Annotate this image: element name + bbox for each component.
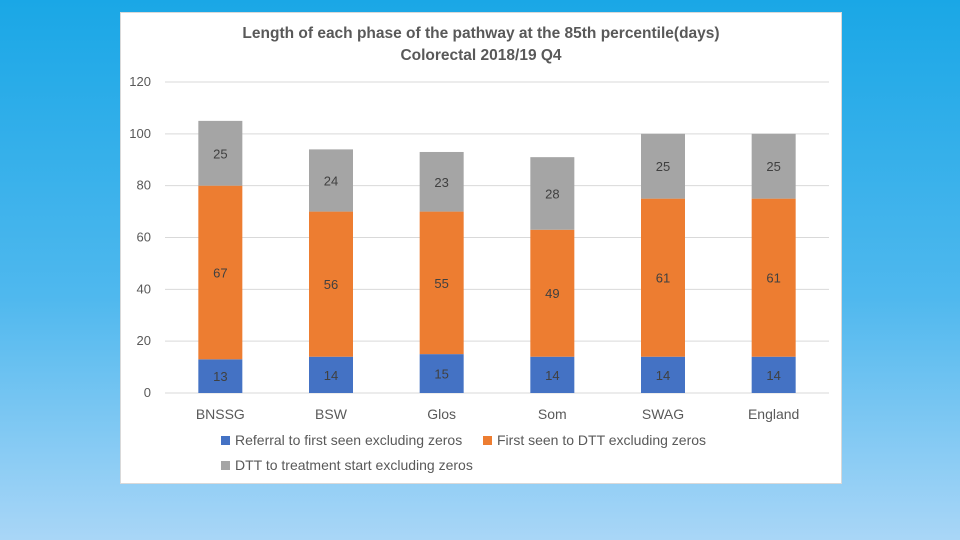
chart-subtitle: Colorectal 2018/19 Q4 bbox=[400, 47, 562, 64]
y-tick-label-40: 40 bbox=[137, 281, 151, 296]
bar-bnssg-series-0 bbox=[198, 359, 243, 393]
y-tick-label-80: 80 bbox=[137, 178, 151, 193]
data-label-england-series-0: 14 bbox=[766, 368, 780, 383]
data-label-england-series-1: 61 bbox=[766, 271, 780, 286]
x-tick-label-swag: SWAG bbox=[642, 406, 684, 422]
y-tick-label-0: 0 bbox=[144, 385, 151, 400]
data-label-glos-series-2: 23 bbox=[434, 175, 448, 190]
data-label-swag-series-2: 25 bbox=[656, 159, 670, 174]
bar-bsw-series-0 bbox=[309, 356, 353, 393]
x-tick-label-glos: Glos bbox=[427, 406, 456, 422]
bar-england-series-0 bbox=[751, 356, 796, 393]
legend-label-referral: Referral to first seen excluding zeros bbox=[235, 432, 463, 448]
legend-item-dtt: DTT to treatment start excluding zeros bbox=[221, 457, 473, 473]
y-tick-label-60: 60 bbox=[137, 230, 151, 245]
x-tick-label-som: Som bbox=[538, 406, 567, 422]
legend-item-referral: Referral to first seen excluding zeros bbox=[221, 432, 462, 448]
data-label-glos-series-1: 55 bbox=[434, 276, 448, 291]
legend-item-first-seen: First seen to DTT excluding zeros bbox=[483, 432, 706, 448]
chart-card: Length of each phase of the pathway at t… bbox=[120, 12, 842, 484]
bar-glos-series-0 bbox=[419, 354, 464, 393]
bar-som-series-2 bbox=[530, 157, 575, 230]
y-tick-label-100: 100 bbox=[129, 126, 151, 141]
y-tick-label-20: 20 bbox=[137, 333, 151, 348]
data-label-som-series-1: 49 bbox=[545, 286, 559, 301]
data-label-som-series-0: 14 bbox=[545, 368, 559, 383]
y-tick-label-120: 120 bbox=[129, 74, 151, 89]
bar-bsw-series-1 bbox=[309, 211, 353, 357]
data-label-bnssg-series-0: 13 bbox=[213, 369, 227, 384]
data-label-bsw-series-2: 24 bbox=[324, 173, 338, 188]
legend-swatch-referral bbox=[221, 435, 230, 445]
data-label-bsw-series-1: 56 bbox=[324, 277, 338, 292]
bar-england-series-2 bbox=[751, 133, 796, 199]
x-tick-label-bnssg: BNSSG bbox=[196, 406, 245, 422]
data-label-glos-series-0: 15 bbox=[434, 367, 448, 382]
bar-england-series-1 bbox=[751, 198, 796, 357]
data-label-swag-series-1: 61 bbox=[656, 271, 670, 286]
chart-title-block: Length of each phase of the pathway at t… bbox=[121, 23, 841, 67]
bar-bnssg-series-2 bbox=[198, 120, 243, 186]
bar-swag-series-2 bbox=[641, 133, 685, 199]
bar-som-series-1 bbox=[530, 229, 575, 357]
chart-title: Length of each phase of the pathway at t… bbox=[242, 25, 720, 42]
data-label-swag-series-0: 14 bbox=[656, 368, 670, 383]
bar-glos-series-2 bbox=[419, 151, 464, 212]
x-tick-label-england: England bbox=[748, 406, 799, 422]
bar-swag-series-0 bbox=[641, 356, 685, 393]
legend-swatch-first-seen bbox=[483, 435, 492, 445]
data-label-bnssg-series-1: 67 bbox=[213, 265, 227, 280]
data-label-england-series-2: 25 bbox=[766, 159, 780, 174]
data-label-som-series-2: 28 bbox=[545, 186, 559, 201]
legend-label-first-seen: First seen to DTT excluding zeros bbox=[497, 432, 707, 448]
legend-label-dtt: DTT to treatment start excluding zeros bbox=[235, 457, 473, 473]
data-label-bnssg-series-2: 25 bbox=[213, 146, 227, 161]
bar-chart: 0 20 40 60 80 100 120 13 67 25 BNSSG 14 56 24 BSW 15 55 2… bbox=[129, 74, 829, 422]
bar-glos-series-1 bbox=[419, 211, 464, 355]
bar-swag-series-1 bbox=[641, 198, 685, 357]
bar-bnssg-series-1 bbox=[198, 185, 243, 360]
bar-som-series-0 bbox=[530, 356, 575, 393]
bar-bsw-series-2 bbox=[309, 149, 353, 212]
x-tick-label-bsw: BSW bbox=[315, 406, 348, 422]
legend-swatch-dtt bbox=[221, 460, 230, 470]
data-label-bsw-series-0: 14 bbox=[324, 368, 338, 383]
